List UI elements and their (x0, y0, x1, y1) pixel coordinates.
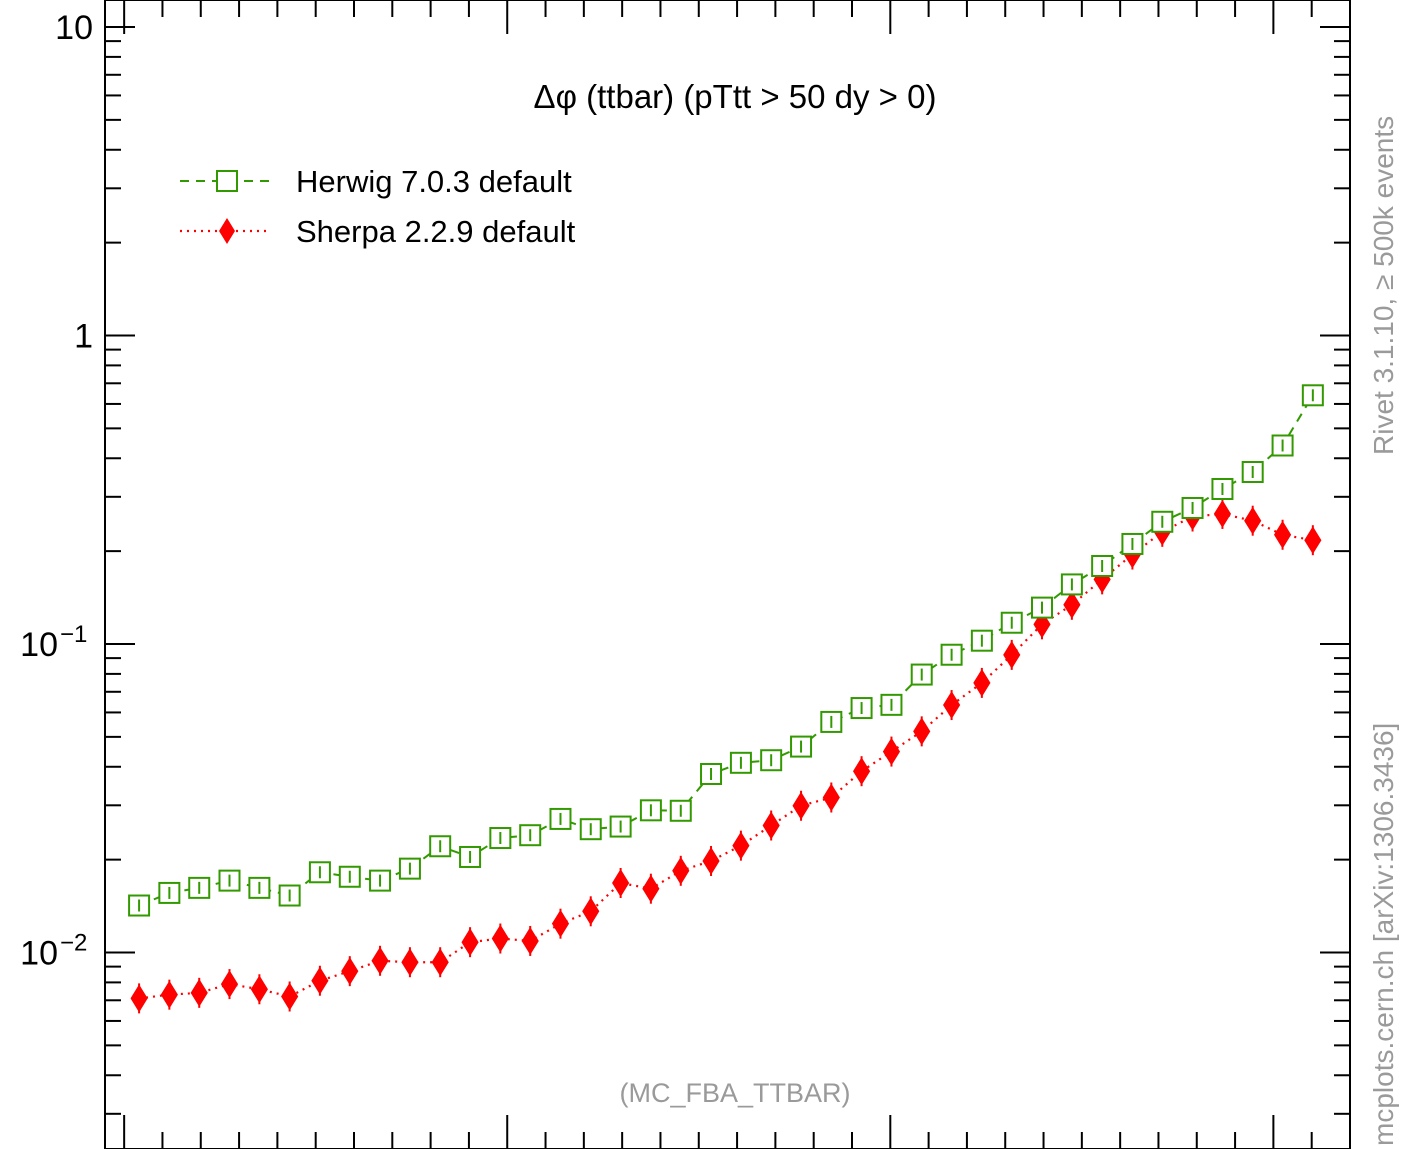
sherpa-marker (1304, 526, 1322, 555)
y-tick-label: 10 (20, 626, 58, 664)
legend-marker-sherpa (219, 218, 235, 244)
sherpa-line (138, 512, 1314, 1000)
sherpa-marker (672, 856, 690, 885)
sherpa-marker (732, 831, 750, 860)
legend: Herwig 7.0.3 default Sherpa 2.2.9 defaul… (180, 164, 576, 249)
legend-marker-herwig (216, 170, 238, 192)
sherpa-marker (822, 783, 840, 812)
sherpa-marker (1063, 590, 1081, 619)
legend-label-sherpa: Sherpa 2.2.9 default (296, 214, 576, 249)
sherpa-marker (852, 757, 871, 786)
y-tick-label-exponent: −1 (60, 621, 87, 648)
sherpa-marker (311, 966, 329, 995)
legend-entry-sherpa: Sherpa 2.2.9 default (180, 214, 576, 249)
sherpa-marker (642, 874, 660, 903)
sherpa-marker (551, 909, 570, 938)
sherpa-marker (130, 984, 148, 1013)
herwig-line (138, 394, 1314, 907)
series-layer (128, 384, 1324, 1014)
sherpa-marker (1273, 520, 1292, 549)
y-tick-label: 1 (74, 318, 93, 356)
plot-title: Δφ (ttbar) (pTtt > 50 dy > 0) (534, 78, 937, 115)
sherpa-marker (431, 948, 449, 977)
sherpa-marker (160, 980, 178, 1009)
sherpa-marker (371, 946, 389, 975)
sherpa-marker (792, 791, 810, 820)
sherpa-marker (1244, 506, 1262, 535)
sherpa-marker (250, 975, 268, 1004)
sherpa-marker (1003, 640, 1021, 669)
side-label-rivet: Rivet 3.1.10, ≥ 500k events (1368, 116, 1399, 455)
sherpa-marker (190, 978, 208, 1007)
side-label-mcplots: mcplots.cern.ch [arXiv:1306.3436] (1368, 723, 1399, 1146)
sherpa-marker (401, 948, 419, 977)
sherpa-marker (612, 869, 630, 897)
sherpa-marker (220, 970, 239, 999)
plot-frame (104, 0, 1351, 1149)
sherpa-marker (762, 811, 780, 840)
sherpa-marker (702, 847, 720, 875)
sherpa-marker (461, 928, 479, 957)
sherpa-marker (582, 897, 600, 926)
legend-label-herwig: Herwig 7.0.3 default (296, 164, 572, 199)
sherpa-marker (943, 691, 961, 720)
y-tick-label: 10 (55, 9, 93, 47)
sherpa-marker (973, 668, 991, 697)
sherpa-marker (341, 957, 359, 986)
sherpa-marker (281, 982, 299, 1011)
sherpa-marker (521, 926, 539, 955)
sherpa-marker (491, 924, 509, 953)
sherpa-marker (1213, 499, 1232, 528)
y-tick-label-exponent: −2 (60, 930, 87, 957)
analysis-annotation: (MC_FBA_TTBAR) (619, 1078, 850, 1108)
sherpa-marker (882, 737, 901, 766)
y-tick-label: 10 (20, 935, 58, 973)
sherpa-marker (913, 717, 931, 746)
legend-entry-herwig: Herwig 7.0.3 default (180, 164, 572, 199)
